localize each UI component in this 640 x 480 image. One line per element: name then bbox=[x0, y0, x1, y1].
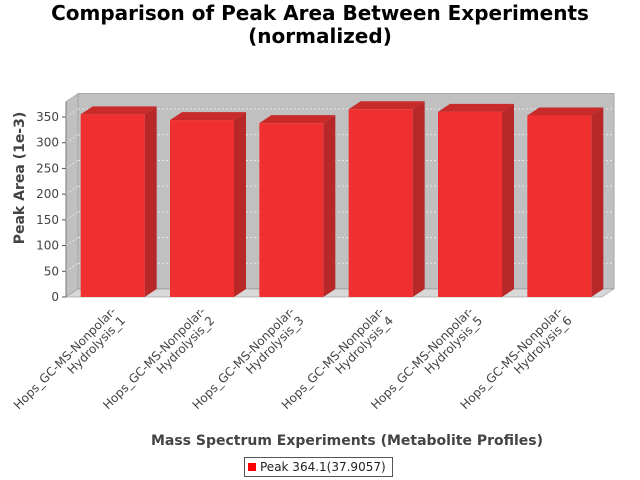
bar bbox=[259, 123, 324, 298]
gridline-diagonal bbox=[65, 211, 79, 221]
bar-side bbox=[502, 103, 514, 298]
bar-side bbox=[591, 107, 604, 297]
bar bbox=[80, 114, 145, 298]
bar-side bbox=[323, 115, 336, 298]
bar-top bbox=[438, 103, 514, 112]
gridline-diagonal bbox=[65, 185, 79, 195]
y-tick-label: 100 bbox=[36, 239, 59, 253]
y-tick-label: 250 bbox=[36, 161, 59, 175]
bar bbox=[527, 115, 592, 297]
x-axis-title: Mass Spectrum Experiments (Metabolite Pr… bbox=[151, 433, 543, 449]
bar-top bbox=[80, 106, 157, 115]
gridline-diagonal bbox=[65, 262, 79, 272]
gridline-diagonal bbox=[65, 237, 79, 246]
bar-side bbox=[144, 106, 157, 298]
bar bbox=[438, 111, 502, 298]
legend-swatch bbox=[248, 463, 256, 471]
bar-side bbox=[412, 101, 425, 297]
y-tick-label: 300 bbox=[36, 136, 59, 150]
bar-top bbox=[170, 112, 246, 121]
gridline-diagonal bbox=[65, 108, 79, 118]
chart-title: Comparison of Peak Area Between Experime… bbox=[0, 2, 640, 48]
gridline-diagonal bbox=[65, 134, 79, 144]
y-tick-label: 0 bbox=[51, 290, 59, 304]
gridline-diagonal bbox=[65, 160, 79, 169]
bar bbox=[170, 120, 234, 297]
y-tick-label: 350 bbox=[36, 110, 59, 124]
y-tick-label: 50 bbox=[44, 264, 59, 278]
y-axis-title: Peak Area (1e-3) bbox=[12, 112, 28, 245]
y-tick-label: 150 bbox=[36, 213, 59, 227]
bar bbox=[348, 109, 413, 297]
legend: Peak 364.1(37.9057) bbox=[244, 457, 393, 477]
y-tick-label: 200 bbox=[36, 187, 59, 201]
bar-top bbox=[527, 107, 604, 116]
bar-top bbox=[348, 101, 425, 110]
legend-label: Peak 364.1(37.9057) bbox=[260, 460, 386, 474]
chart-title-line-2: (normalized) bbox=[248, 24, 392, 48]
bar-side bbox=[234, 112, 246, 297]
bar-top bbox=[259, 115, 336, 124]
chart-title-line-1: Comparison of Peak Area Between Experime… bbox=[51, 1, 589, 25]
x-tick-label-line: Hops_GC-MS-Nonpolar- bbox=[11, 304, 119, 412]
plot-area bbox=[77, 93, 615, 290]
